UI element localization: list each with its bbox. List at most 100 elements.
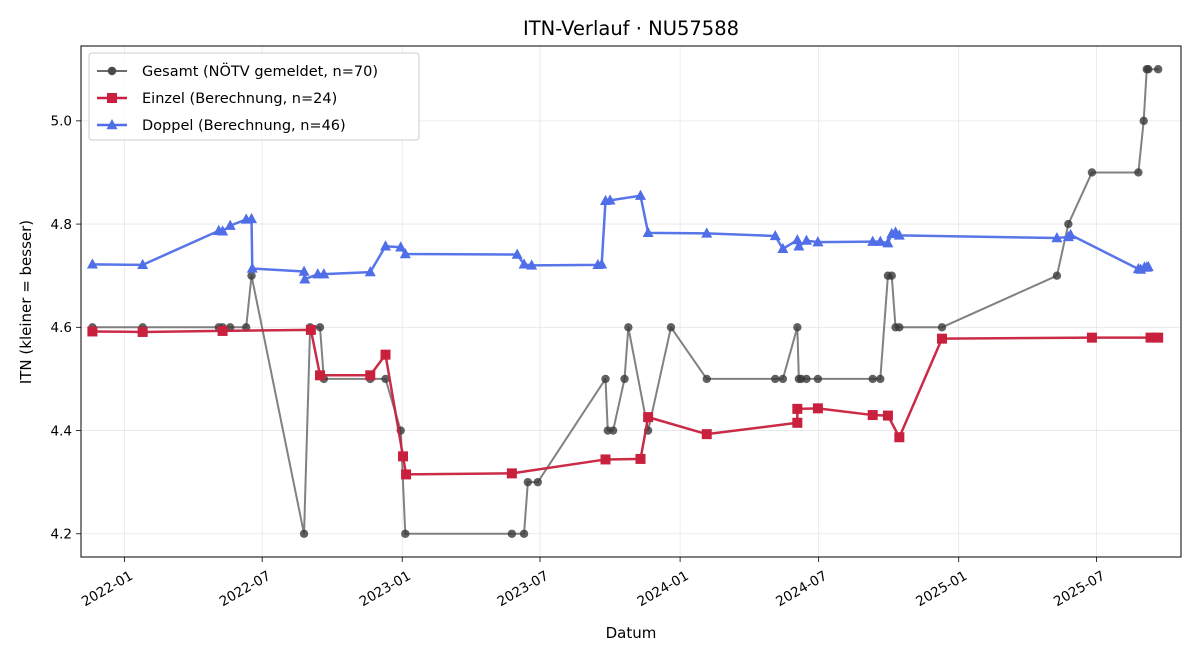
data-point (217, 225, 229, 236)
data-point (1153, 65, 1163, 74)
data-point (601, 374, 610, 384)
legend: Gesamt (NÖTV gemeldet, n=70) Einzel (Bere… (88, 52, 420, 141)
y-tick-label: 4.4 (51, 423, 72, 439)
series-einzel (87, 324, 1164, 480)
data-point (608, 426, 618, 435)
series-doppel (86, 189, 1154, 284)
legend-item-doppel: Doppel (Berechnung, n=46) (97, 118, 346, 134)
data-point (812, 403, 823, 414)
data-point (1065, 228, 1077, 240)
series-line-doppel (91, 194, 1150, 281)
data-point (305, 324, 316, 335)
y-axis: 4.2 4.4 4.6 4.8 5.0 (51, 114, 81, 542)
data-point (533, 477, 542, 487)
data-point (874, 235, 886, 246)
data-point (1134, 168, 1143, 177)
data-point (217, 325, 228, 336)
data-point (771, 374, 780, 384)
legend-label: Gesamt (NÖTV gemeldet, n=70) (142, 62, 378, 80)
data-point (624, 323, 633, 332)
data-point (1142, 260, 1154, 272)
data-point (642, 226, 654, 238)
data-point (791, 234, 803, 245)
data-point (86, 258, 98, 269)
data-point (1087, 168, 1097, 177)
legend-label: Doppel (Berechnung, n=46) (142, 118, 346, 134)
legend-item-einzel: Einzel (Berechnung, n=24) (97, 91, 337, 107)
data-point (226, 323, 235, 332)
data-point (620, 374, 629, 384)
data-point (1086, 332, 1097, 343)
data-point (298, 265, 310, 276)
plot-frame (80, 45, 1182, 558)
data-point (887, 271, 896, 280)
data-point (523, 477, 533, 487)
data-point (812, 236, 824, 247)
data-point (778, 374, 788, 384)
data-point (936, 333, 947, 344)
data-point (882, 410, 893, 421)
data-point (519, 529, 529, 538)
data-point (246, 262, 258, 273)
y-tick-label: 4.6 (51, 320, 72, 336)
data-point (894, 432, 905, 443)
legend-label: Einzel (Berechnung, n=24) (142, 91, 337, 107)
data-point (893, 229, 905, 240)
data-point (381, 374, 390, 384)
data-point (868, 374, 877, 384)
data-point (635, 189, 647, 200)
data-point (299, 273, 311, 284)
data-point (1144, 65, 1153, 74)
data-point (87, 326, 98, 337)
data-point (876, 374, 885, 384)
data-point (702, 374, 711, 384)
data-point (643, 412, 654, 423)
data-point (937, 323, 947, 332)
data-point (769, 229, 781, 241)
data-point (882, 237, 894, 248)
data-point (1145, 332, 1156, 343)
data-point (813, 374, 823, 384)
data-point (401, 469, 412, 480)
data-point (666, 323, 676, 332)
data-point (792, 417, 803, 428)
data-point (315, 323, 325, 332)
data-point (600, 454, 611, 465)
y-tick-label: 4.8 (51, 217, 72, 233)
data-point (246, 212, 258, 224)
data-point (399, 248, 411, 259)
legend-swatch-marker (107, 93, 117, 103)
data-point (596, 258, 608, 269)
y-tick-label: 5.0 (51, 114, 72, 130)
data-point (224, 219, 236, 230)
data-point (867, 410, 878, 421)
data-point (137, 258, 149, 270)
series-layer (86, 65, 1164, 538)
data-point (793, 240, 805, 251)
data-point (793, 323, 802, 332)
data-point (511, 248, 523, 259)
data-point (364, 266, 376, 277)
data-point (635, 453, 646, 464)
chart-title: ITN-Verlauf · NU57588 (523, 17, 739, 40)
data-point (518, 258, 530, 269)
data-point (701, 429, 712, 440)
y-tick-label: 4.2 (51, 526, 72, 542)
data-point (1139, 116, 1148, 126)
data-point (800, 234, 812, 245)
data-point (526, 259, 538, 270)
x-axis-title: Datum (606, 624, 657, 642)
data-point (247, 271, 256, 280)
legend-item-gesamt: Gesamt (NÖTV gemeldet, n=70) (97, 62, 378, 80)
series-line-einzel (91, 328, 1160, 476)
data-point (867, 235, 879, 246)
data-point (398, 451, 409, 462)
data-point (701, 227, 713, 238)
data-point (315, 370, 326, 381)
data-point (802, 374, 811, 384)
data-point (318, 268, 330, 279)
legend-frame (88, 52, 420, 141)
data-point (395, 241, 407, 252)
data-point (1051, 232, 1063, 243)
legend-swatch-marker (107, 66, 117, 76)
